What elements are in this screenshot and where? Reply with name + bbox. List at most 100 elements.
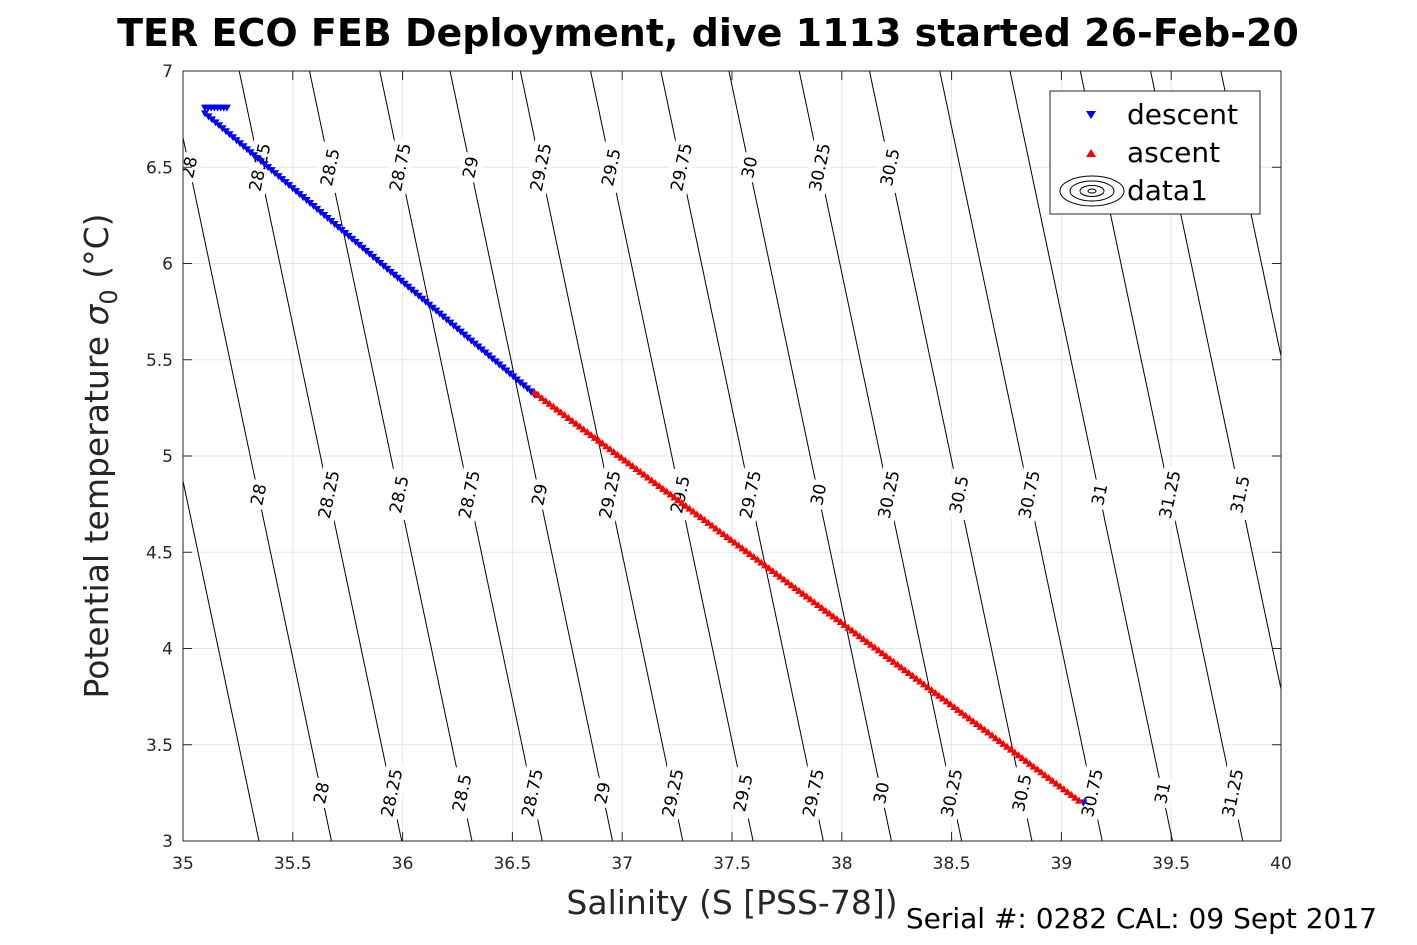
- legend-contour-icon: [1059, 175, 1125, 207]
- ascent-point: [666, 490, 675, 498]
- ascent-point: [689, 507, 698, 515]
- isopycnal-label-group: 30.5: [874, 141, 906, 194]
- ascent-point: [670, 493, 679, 501]
- isopycnal-label-bg: [523, 136, 558, 198]
- ascent-point: [613, 450, 622, 458]
- ascent-point: [950, 703, 959, 711]
- ascent-point: [1018, 754, 1027, 762]
- ascent-point: [677, 499, 686, 507]
- x-tick-label: 38.5: [933, 854, 971, 874]
- isopycnal-label-group: 28.5: [446, 767, 478, 819]
- ascent-point: [961, 711, 970, 719]
- ascent-point: [643, 473, 652, 481]
- ascent-point: [602, 442, 611, 450]
- ascent-point: [969, 717, 978, 725]
- y-axis-label: Potential temperature σ0 (°C): [77, 214, 123, 699]
- isopycnal-label-bg: [456, 151, 485, 184]
- ascent-point: [696, 513, 705, 521]
- isopycnal-label-group: 28: [307, 776, 335, 809]
- ascent-point: [537, 394, 546, 402]
- footer-serial-cal: Serial #: 0282 CAL: 09 Sept 2017: [906, 902, 1377, 935]
- isopycnal-label-bg: [1224, 468, 1256, 521]
- ascent-point: [802, 592, 811, 600]
- y-axis-label-subscript: 0: [95, 289, 123, 304]
- isopycnal-label-group: 29: [588, 776, 617, 809]
- ascent-point: [1063, 788, 1072, 796]
- x-axis-label: Salinity (S [PSS-78]): [566, 883, 897, 922]
- isopycnal-label: 30: [807, 482, 831, 507]
- isopycnal-label-group: 30.5: [1006, 767, 1038, 819]
- ascent-point: [848, 626, 857, 634]
- ascent-point: [806, 595, 815, 603]
- ascent-point: [632, 464, 641, 472]
- ascent-point: [972, 720, 981, 728]
- ascent-point: [829, 612, 838, 620]
- ascent-point: [817, 603, 826, 611]
- ascent-point: [938, 694, 947, 702]
- ascent-point: [908, 671, 917, 679]
- ascent-point: [976, 722, 985, 730]
- y-tick-label: 4: [162, 640, 173, 660]
- ascent-point: [844, 623, 853, 631]
- ascent-point: [1067, 790, 1076, 798]
- isopycnal-label: 30: [738, 155, 762, 180]
- isopycnal-label-group: 30: [804, 478, 832, 511]
- ascent-point: [727, 535, 736, 543]
- ascent-point: [859, 635, 868, 643]
- ascent-point: [919, 680, 928, 688]
- ascent-point: [651, 479, 660, 487]
- ascent-point: [658, 484, 667, 492]
- ascent-point: [878, 649, 887, 657]
- isopycnal-label-bg: [525, 478, 554, 511]
- isopycnal-label: 29: [528, 482, 552, 507]
- ascent-point: [791, 584, 800, 592]
- isopycnal-label-bg: [1152, 463, 1187, 526]
- isopycnal-label-group: 30: [735, 151, 763, 184]
- isopycnal-label-bg: [1215, 762, 1250, 824]
- isopycnal-label-bg: [1012, 463, 1046, 526]
- isopycnal-label-bg: [867, 776, 895, 809]
- isopycnal-label-group: 31: [1148, 776, 1177, 809]
- ascent-point: [587, 430, 596, 438]
- isopycnal-label-bg: [314, 141, 346, 194]
- ascent-point: [568, 416, 577, 424]
- data-points: [200, 104, 1088, 807]
- descent-point: [222, 104, 231, 112]
- isopycnal-label-bg: [1075, 762, 1109, 824]
- isopycnal-line-31: [1009, 71, 1174, 841]
- ascent-point: [783, 578, 792, 586]
- ascent-point: [1040, 771, 1049, 779]
- isopycnal-label: 28: [247, 482, 271, 507]
- isopycnal-label-bg: [242, 136, 277, 198]
- ascent-point: [530, 388, 539, 396]
- isopycnal-label: 28: [178, 155, 202, 180]
- ascent-point: [1029, 762, 1038, 770]
- x-tick-label: 37.5: [713, 854, 751, 874]
- ascent-point: [980, 725, 989, 733]
- isopycnal-label: 28: [310, 780, 334, 805]
- ascent-point: [1048, 776, 1057, 784]
- isopycnal-label-bg: [943, 468, 975, 521]
- ascent-point: [1074, 796, 1083, 804]
- ascent-point: [995, 737, 1004, 745]
- isopycnal-label-group: 31.5: [1224, 468, 1256, 521]
- isopycnal-label-bg: [934, 762, 969, 824]
- ascent-point: [912, 674, 921, 682]
- ascent-point: [757, 558, 766, 566]
- isopycnal-label: 31: [1151, 780, 1175, 805]
- legend-data1-label: data1: [1127, 174, 1208, 207]
- ascent-point: [874, 646, 883, 654]
- isopycnal-label-bg: [871, 463, 906, 526]
- isopycnal-label-bg: [374, 762, 409, 824]
- isopycnal-labels: 28 28.25 28.5 28.75 29 29.25 29.5 29.75 30 30.25 3…: [178, 136, 1256, 824]
- axis-ticks: 35 35.5 36 36.5 37 37.5 38 38.5 39 39.5 40 3 3.5 4 4.5…: [146, 62, 1292, 874]
- isopycnal-label-bg: [383, 468, 415, 521]
- ascent-point: [549, 402, 558, 410]
- isopycnal-label-bg: [796, 762, 830, 824]
- ascent-point: [889, 657, 898, 665]
- ascent-point: [647, 476, 656, 484]
- ascent-point: [541, 396, 550, 404]
- ascent-point: [1025, 759, 1034, 767]
- isopycnal-label-group: 29: [525, 478, 554, 511]
